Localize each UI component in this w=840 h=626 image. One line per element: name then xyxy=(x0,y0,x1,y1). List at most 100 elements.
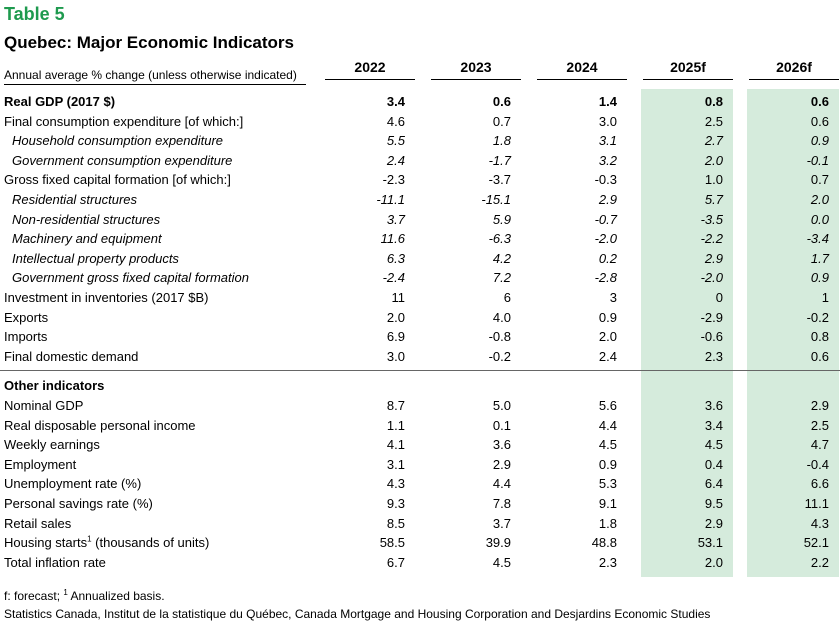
row-label: Government consumption expenditure xyxy=(12,153,233,168)
cell-value: 3.4 xyxy=(386,94,405,109)
cell-value: 3.1 xyxy=(386,457,405,472)
cell-value: -0.4 xyxy=(806,457,829,472)
cell-value: 4.4 xyxy=(492,476,511,491)
cell-value: 4.6 xyxy=(386,114,405,129)
cell-value: 2.0 xyxy=(810,192,829,207)
forecast-shade-2026 xyxy=(747,89,839,577)
cell-value: -6.3 xyxy=(488,231,511,246)
cell-value: 6.3 xyxy=(386,251,405,266)
year-header-2022: 2022 xyxy=(354,59,386,75)
table-row: Gross fixed capital formation [of which:… xyxy=(0,170,840,189)
cell-value: 1.7 xyxy=(810,251,829,266)
cell-value: 0.7 xyxy=(492,114,511,129)
year-underline xyxy=(537,79,627,80)
cell-value: 4.4 xyxy=(598,418,617,433)
cell-value: -0.8 xyxy=(488,329,511,344)
cell-value: -2.8 xyxy=(594,270,617,285)
table-row: Government gross fixed capital formation… xyxy=(0,268,840,287)
year-underline xyxy=(749,79,839,80)
cell-value: 1 xyxy=(821,290,829,305)
cell-value: 2.7 xyxy=(704,133,723,148)
units-subheader: Annual average % change (unless otherwis… xyxy=(4,68,297,82)
cell-value: -3.7 xyxy=(488,172,511,187)
cell-value: 1.1 xyxy=(386,418,405,433)
cell-value: 6 xyxy=(503,290,511,305)
cell-value: -0.1 xyxy=(806,153,829,168)
cell-value: 7.2 xyxy=(492,270,511,285)
cell-value: 0.6 xyxy=(810,94,829,109)
row-label: Real GDP (2017 $) xyxy=(4,94,116,109)
cell-value: 4.5 xyxy=(598,437,617,452)
row-label: Household consumption expenditure xyxy=(12,133,224,148)
cell-value: 3.0 xyxy=(598,114,617,129)
cell-value: 5.3 xyxy=(598,476,617,491)
cell-value: 5.0 xyxy=(492,398,511,413)
cell-value: -2.4 xyxy=(382,270,405,285)
row-label: Employment xyxy=(4,457,77,472)
table-row: Residential structures -11.1 -15.1 2.9 5.7 2.… xyxy=(0,190,840,209)
row-label: Final consumption expenditure [of which:… xyxy=(4,114,244,129)
cell-value: 0.8 xyxy=(810,329,829,344)
cell-value: 2.2 xyxy=(810,555,829,570)
year-header-2024: 2024 xyxy=(566,59,598,75)
cell-value: -0.7 xyxy=(594,212,617,227)
cell-value: 0 xyxy=(715,290,723,305)
cell-value: 5.5 xyxy=(386,133,405,148)
cell-value: 4.5 xyxy=(704,437,723,452)
cell-value: 2.0 xyxy=(386,310,405,325)
cell-value: -11.1 xyxy=(376,192,405,207)
section-title: Other indicators xyxy=(4,378,105,393)
cell-value: 0.2 xyxy=(598,251,617,266)
cell-value: 11.6 xyxy=(380,231,405,246)
cell-value: 0.1 xyxy=(492,418,511,433)
table-row: Investment in inventories (2017 $B) 11 6 3 0… xyxy=(0,288,840,307)
source-note: Statistics Canada, Institut de la statis… xyxy=(4,607,711,621)
forecast-shade-2025 xyxy=(641,89,733,577)
cell-value: 9.5 xyxy=(704,496,723,511)
cell-value: 11 xyxy=(391,290,406,305)
cell-value: 4.3 xyxy=(386,476,405,491)
cell-value: 1.0 xyxy=(704,172,723,187)
cell-value: 0.9 xyxy=(598,310,617,325)
table-row: Intellectual property products 6.3 4.2 0.2 2… xyxy=(0,249,840,268)
cell-value: -3.4 xyxy=(806,231,829,246)
table-row: Household consumption expenditure 5.5 1.8 3… xyxy=(0,131,840,150)
cell-value: 5.6 xyxy=(598,398,617,413)
cell-value: 2.3 xyxy=(704,349,723,364)
cell-value: -2.9 xyxy=(700,310,723,325)
row-label: Intellectual property products xyxy=(12,251,179,266)
cell-value: 4.1 xyxy=(386,437,405,452)
cell-value: 3 xyxy=(609,290,617,305)
cell-value: -0.6 xyxy=(700,329,723,344)
cell-value: 6.7 xyxy=(386,555,405,570)
table-row: Weekly earnings 4.1 3.6 4.5 4.5 4.7 xyxy=(0,435,840,454)
cell-value: 4.7 xyxy=(810,437,829,452)
cell-value: 48.8 xyxy=(591,535,617,550)
row-label: Gross fixed capital formation [of which:… xyxy=(4,172,231,187)
row-label: Residential structures xyxy=(12,192,137,207)
cell-value: 3.1 xyxy=(598,133,617,148)
cell-value: 1.8 xyxy=(598,516,617,531)
table-row: Personal savings rate (%) 9.3 7.8 9.1 9.5 11.… xyxy=(0,494,840,513)
year-underline xyxy=(431,79,521,80)
cell-value: -1.7 xyxy=(488,153,511,168)
cell-value: 58.5 xyxy=(379,535,405,550)
table-row: Non-residential structures 3.7 5.9 -0.7 -3.5… xyxy=(0,210,840,229)
cell-value: 2.5 xyxy=(704,114,723,129)
cell-value: 2.9 xyxy=(492,457,511,472)
cell-value: 2.4 xyxy=(386,153,405,168)
row-label: Imports xyxy=(4,329,48,344)
cell-value: 2.9 xyxy=(704,516,723,531)
cell-value: 0.9 xyxy=(810,270,829,285)
row-label: Exports xyxy=(4,310,49,325)
cell-value: 4.5 xyxy=(492,555,511,570)
cell-value: 2.9 xyxy=(704,251,723,266)
row-label: Government gross fixed capital formation xyxy=(12,270,249,285)
cell-value: 2.5 xyxy=(810,418,829,433)
cell-value: 3.6 xyxy=(492,437,511,452)
cell-value: 6.6 xyxy=(810,476,829,491)
cell-value: 2.0 xyxy=(598,329,617,344)
cell-value: 4.0 xyxy=(492,310,511,325)
cell-value: 3.6 xyxy=(704,398,723,413)
cell-value: 0.6 xyxy=(492,94,511,109)
